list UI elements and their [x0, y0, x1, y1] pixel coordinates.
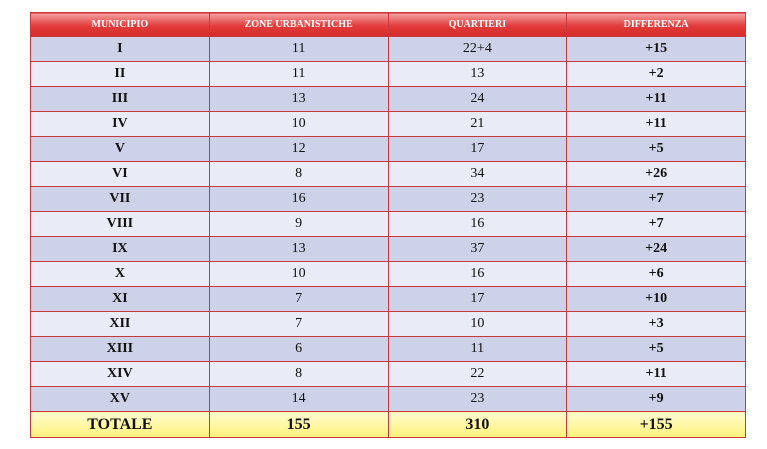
table-cell: VI	[30, 161, 210, 187]
table-cell: +26	[566, 161, 746, 187]
table-cell: 9	[208, 211, 389, 237]
table-cell: III	[30, 86, 210, 112]
table-cell: 17	[387, 136, 568, 162]
table-cell: 10	[208, 111, 389, 137]
table-row: XV 14 23 +9	[30, 386, 746, 412]
table-cell: +3	[566, 311, 746, 337]
table-cell: 23	[387, 386, 568, 412]
table-cell: +7	[566, 211, 746, 237]
header-cell: QUARTIERI	[387, 12, 568, 37]
table-cell: V	[30, 136, 210, 162]
table-cell: IV	[30, 111, 210, 137]
table-cell: X	[30, 261, 210, 287]
table-cell: 34	[387, 161, 568, 187]
table-row: XI 7 17 +10	[30, 286, 746, 312]
total-cell: 155	[208, 411, 389, 438]
table-cell: +10	[566, 286, 746, 312]
header-cell: MUNICIPIO	[30, 12, 210, 37]
table-head: MUNICIPIO ZONE URBANISTICHE QUARTIERI DIFFE…	[30, 12, 746, 37]
table-cell: +24	[566, 236, 746, 262]
total-cell: +155	[566, 411, 746, 438]
table-cell: 11	[208, 61, 389, 87]
table-container: MUNICIPIO ZONE URBANISTICHE QUARTIERI DIFFE…	[30, 12, 746, 438]
table-cell: XV	[30, 386, 210, 412]
table-cell: 14	[208, 386, 389, 412]
table-cell: I	[30, 36, 210, 62]
table-cell: 16	[208, 186, 389, 212]
table-body: I 11 22+4 +15 II 11 13 +2 III 13 24 +11 IV 10 21 +11 V 12…	[30, 36, 746, 438]
table-cell: 13	[387, 61, 568, 87]
table-row: IX 13 37 +24	[30, 236, 746, 262]
table-cell: 10	[387, 311, 568, 337]
table-row: IV 10 21 +11	[30, 111, 746, 137]
table-cell: 13	[208, 236, 389, 262]
table-row: III 13 24 +11	[30, 86, 746, 112]
table-cell: +15	[566, 36, 746, 62]
table-row: I 11 22+4 +15	[30, 36, 746, 62]
table-row: VII 16 23 +7	[30, 186, 746, 212]
data-table: MUNICIPIO ZONE URBANISTICHE QUARTIERI DIFFE…	[30, 12, 746, 438]
table-cell: 11	[208, 36, 389, 62]
header-cell: ZONE URBANISTICHE	[208, 12, 389, 37]
table-cell: 12	[208, 136, 389, 162]
table-cell: 24	[387, 86, 568, 112]
table-cell: 13	[208, 86, 389, 112]
table-cell: +5	[566, 136, 746, 162]
table-cell: 22	[387, 361, 568, 387]
table-cell: XIV	[30, 361, 210, 387]
table-cell: 17	[387, 286, 568, 312]
table-cell: +6	[566, 261, 746, 287]
table-cell: IX	[30, 236, 210, 262]
table-cell: +5	[566, 336, 746, 362]
table-cell: 16	[387, 261, 568, 287]
table-cell: 8	[208, 161, 389, 187]
table-cell: 16	[387, 211, 568, 237]
table-cell: II	[30, 61, 210, 87]
table-cell: +7	[566, 186, 746, 212]
total-row: TOTALE 155 310 +155	[30, 411, 746, 438]
table-cell: 6	[208, 336, 389, 362]
table-row: X 10 16 +6	[30, 261, 746, 287]
table-cell: 11	[387, 336, 568, 362]
total-cell: TOTALE	[30, 411, 210, 438]
table-cell: +2	[566, 61, 746, 87]
table-cell: XIII	[30, 336, 210, 362]
table-cell: XI	[30, 286, 210, 312]
table-row: II 11 13 +2	[30, 61, 746, 87]
table-cell: +9	[566, 386, 746, 412]
table-cell: 7	[208, 311, 389, 337]
table-row: XIV 8 22 +11	[30, 361, 746, 387]
table-cell: 23	[387, 186, 568, 212]
header-row: MUNICIPIO ZONE URBANISTICHE QUARTIERI DIFFE…	[30, 12, 746, 37]
header-cell: DIFFERENZA	[566, 12, 746, 37]
table-cell: VIII	[30, 211, 210, 237]
table-cell: XII	[30, 311, 210, 337]
table-cell: 37	[387, 236, 568, 262]
table-cell: 21	[387, 111, 568, 137]
total-cell: 310	[387, 411, 568, 438]
table-cell: VII	[30, 186, 210, 212]
table-row: VIII 9 16 +7	[30, 211, 746, 237]
table-cell: 10	[208, 261, 389, 287]
table-row: VI 8 34 +26	[30, 161, 746, 187]
table-row: XII 7 10 +3	[30, 311, 746, 337]
table-row: V 12 17 +5	[30, 136, 746, 162]
table-cell: 22+4	[387, 36, 568, 62]
table-cell: 8	[208, 361, 389, 387]
table-row: XIII 6 11 +5	[30, 336, 746, 362]
table-cell: +11	[566, 86, 746, 112]
table-cell: +11	[566, 111, 746, 137]
table-cell: +11	[566, 361, 746, 387]
table-cell: 7	[208, 286, 389, 312]
